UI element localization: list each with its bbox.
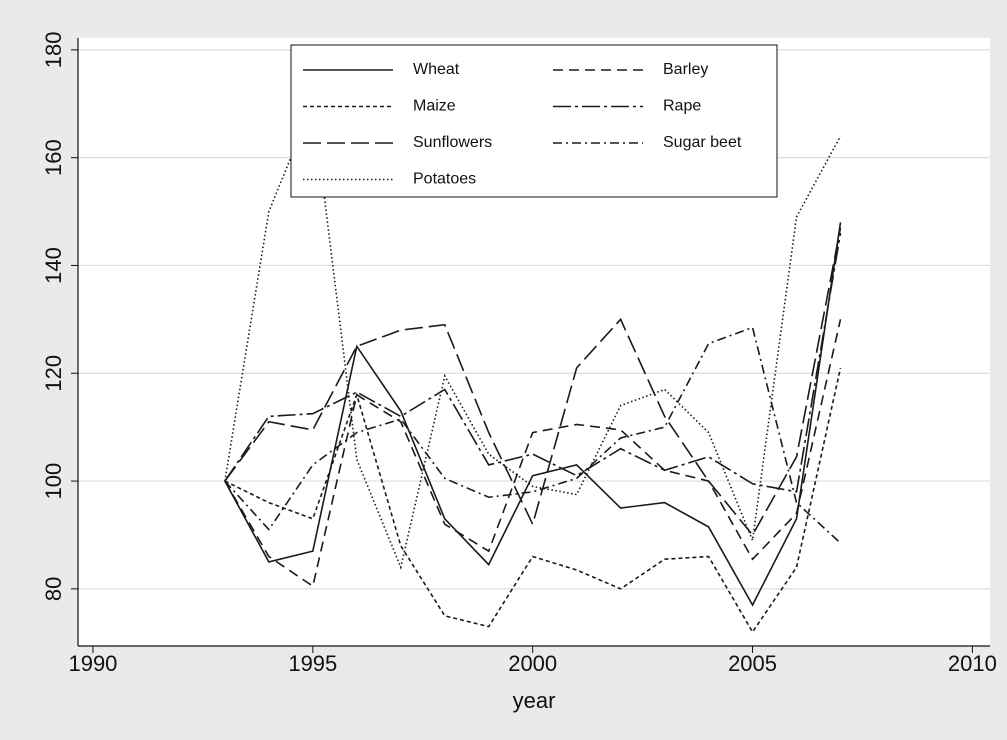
legend-label: Wheat	[413, 61, 460, 78]
x-axis-label: year	[513, 688, 556, 713]
series-line	[224, 319, 842, 588]
x-tick-label: 2005	[728, 651, 777, 676]
series-line	[224, 222, 842, 607]
y-tick-label: 140	[41, 247, 66, 284]
series-line	[224, 326, 842, 544]
y-tick-label: 100	[41, 463, 66, 500]
legend-label: Sunflowers	[413, 134, 492, 151]
legend-label: Sugar beet	[663, 134, 742, 151]
legend-label: Maize	[413, 98, 456, 115]
x-tick-label: 2010	[948, 651, 997, 676]
x-tick-label: 1995	[288, 651, 337, 676]
y-tick-label: 180	[41, 31, 66, 68]
series-line	[224, 232, 842, 493]
y-tick-label: 120	[41, 355, 66, 392]
legend-label: Potatoes	[413, 171, 476, 188]
y-tick-label: 160	[41, 139, 66, 176]
series-line	[224, 227, 842, 537]
x-tick-label: 2000	[508, 651, 557, 676]
legend-label: Barley	[663, 61, 708, 78]
series-line	[224, 100, 842, 570]
y-tick-label: 80	[41, 577, 66, 601]
x-tick-label: 1990	[68, 651, 117, 676]
series-line	[224, 367, 842, 634]
legend-label: Rape	[663, 98, 701, 115]
